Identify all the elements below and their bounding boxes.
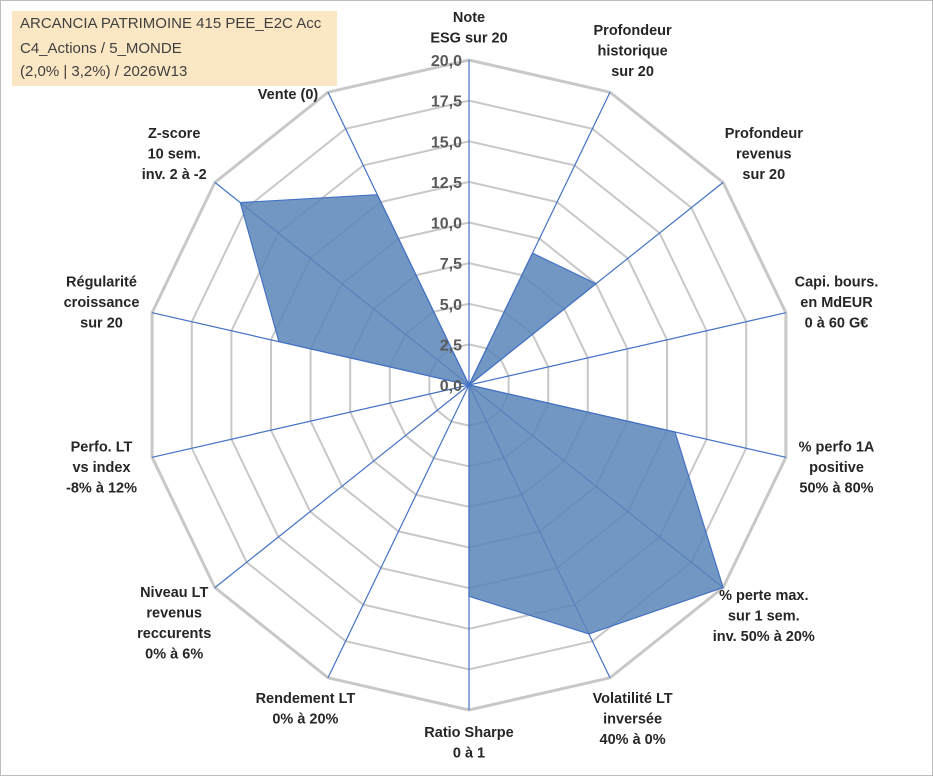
axis-label-line: Profondeur — [725, 126, 803, 142]
axis-label-line: ESG sur 20 — [430, 30, 507, 46]
tick-label: 15,0 — [431, 134, 462, 151]
radar-area-layer — [239, 194, 724, 635]
fund-name: ARCANCIA PATRIMOINE 415 PEE_E2C Acc — [20, 15, 322, 32]
axis-label-line: Perfo. LT — [71, 440, 133, 456]
tick-label: 7,5 — [440, 256, 462, 273]
axis-label-line: % perte max. — [719, 588, 808, 604]
axis-label-12: Régularité croissance sur 20 — [64, 275, 140, 332]
tick-label: 20,0 — [431, 53, 462, 70]
axis-label-line: sur 20 — [742, 167, 785, 183]
tick-label: 5,0 — [440, 297, 462, 314]
axis-label-line: sur 20 — [611, 64, 654, 80]
axis-label-line: Régularité — [66, 275, 137, 291]
axis-spoke — [468, 312, 787, 386]
axis-label-8: Ratio Sharpe 0 à 1 — [424, 725, 513, 762]
axis-spoke — [151, 384, 470, 458]
axis-label-line: revenus — [146, 606, 202, 622]
axis-label-line: positive — [809, 460, 864, 476]
score-area — [239, 194, 724, 635]
axis-label-line: historique — [598, 43, 668, 59]
axis-label-line: Vente (0) — [258, 87, 319, 103]
axis-label-line: sur 1 sem. — [728, 609, 800, 625]
axis-label-line: % perfo 1A — [799, 440, 875, 456]
fund-category: C4_Actions / 5_MONDE — [20, 40, 182, 57]
fund-stats: (2,0% | 3,2%) / 2026W13 — [20, 63, 188, 80]
axis-spoke — [327, 384, 470, 679]
axis-label-line: Volatilité LT — [593, 691, 673, 707]
tick-label: 2,5 — [440, 337, 462, 354]
axis-label-line: Ratio Sharpe — [424, 725, 513, 741]
axis-label-line: croissance — [64, 295, 140, 311]
axis-label-3: Profondeur revenus sur 20 — [725, 126, 803, 183]
axis-label-2: Profondeur historique sur 20 — [594, 23, 672, 80]
axis-label-line: Capi. bours. — [795, 275, 879, 291]
axis-label-line: Note — [453, 10, 485, 26]
axis-label-line: Profondeur — [594, 23, 672, 39]
axis-label-line: Rendement LT — [256, 691, 356, 707]
tick-label: 12,5 — [431, 175, 462, 192]
axis-label-1: Note ESG sur 20 — [430, 10, 507, 47]
axis-label-line: 0 à 60 G€ — [805, 316, 869, 332]
axis-label-6: % perte max. sur 1 sem. inv. 50% à 20% — [713, 588, 815, 645]
tick-label: 10,0 — [431, 216, 462, 233]
axis-label-4: Capi. bours. en MdEUR 0 à 60 G€ — [795, 275, 879, 332]
axis-label-line: 50% à 80% — [799, 481, 873, 497]
axis-label-line: sur 20 — [80, 316, 123, 332]
axis-label-line: revenus — [736, 146, 792, 162]
axis-label-line: 0 à 1 — [453, 745, 485, 761]
axis-labels: Note ESG sur 20 Profondeur historique sur 20… — [64, 10, 879, 762]
axis-label-line: inv. 2 à -2 — [142, 167, 207, 183]
axis-label-line: inv. 50% à 20% — [713, 629, 815, 645]
axis-label-7: Volatilité LT inversée 40% à 0% — [593, 691, 673, 748]
axis-label-11: Perfo. LT vs index -8% à 12% — [66, 440, 137, 497]
axis-label-9: Rendement LT 0% à 20% — [256, 691, 356, 728]
radial-tick-labels: 0,0 2,5 5,0 7,5 10,0 12,5 15,0 17,5 20,0 — [431, 53, 462, 395]
axis-label-line: 10 sem. — [148, 146, 201, 162]
axis-label-line: -8% à 12% — [66, 481, 137, 497]
fund-title-box: ARCANCIA PATRIMOINE 415 PEE_E2C Acc C4_A… — [12, 11, 337, 86]
axis-label-line: vs index — [72, 460, 130, 476]
axis-label-line: reccurents — [137, 626, 211, 642]
axis-label-line: 0% à 20% — [272, 712, 338, 728]
axis-label-line: inversée — [603, 712, 662, 728]
axis-label-line: 40% à 0% — [600, 732, 666, 748]
axis-label-line: Niveau LT — [140, 585, 208, 601]
axis-label-line: en MdEUR — [800, 295, 873, 311]
axis-label-line: 0% à 6% — [145, 647, 203, 663]
axis-label-10: Niveau LT revenus reccurents 0% à 6% — [137, 585, 211, 663]
axis-label-5: % perfo 1A positive 50% à 80% — [799, 440, 875, 497]
axis-label-line: Z-score — [148, 126, 200, 142]
axis-label-13: Z-score 10 sem. inv. 2 à -2 — [142, 126, 207, 183]
axis-spoke — [214, 384, 470, 589]
tick-label: 0,0 — [440, 378, 462, 395]
tick-label: 17,5 — [431, 94, 462, 111]
